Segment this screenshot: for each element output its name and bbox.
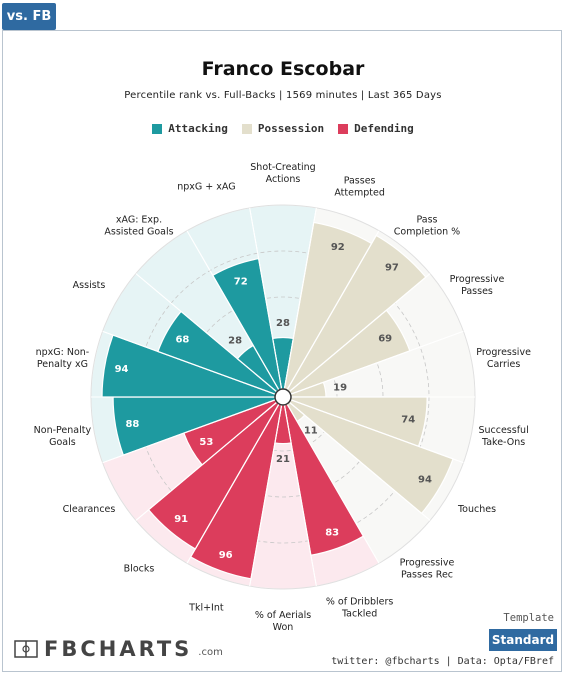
category-label-successful-take-ons: Successful Take-Ons [478, 425, 528, 448]
category-label-of-aerials-won: % of Aerials Won [255, 610, 311, 633]
template-label: Template [503, 612, 554, 624]
value-label-touches: 94 [418, 474, 432, 485]
legend-item-defending: Defending [338, 122, 414, 135]
value-label-progressive-passes: 69 [378, 334, 392, 345]
page-title: Franco Escobar [201, 58, 365, 80]
chart-subtitle: Percentile rank vs. Full-Backs | 1569 mi… [124, 90, 442, 101]
legend-item-attacking: Attacking [152, 122, 228, 135]
category-label-tkl-int: Tkl+Int [188, 602, 224, 613]
category-label-assists: Assists [73, 280, 106, 291]
spoke-2 [286, 230, 380, 391]
value-label-blocks: 91 [174, 514, 188, 525]
category-label-passes-attempted: Passes Attempted [334, 176, 385, 199]
category-label-progressive-carries: Progressive Carries [476, 347, 531, 370]
value-label-progressive-passes-rec: 11 [304, 426, 318, 437]
value-label-clearances: 53 [199, 437, 213, 448]
value-label-pass-completion: 97 [385, 263, 399, 274]
spoke-3 [288, 273, 431, 393]
value-label-progressive-carries: 19 [333, 382, 347, 393]
value-label-shot-creating-actions: 28 [276, 318, 290, 329]
category-label-blocks: Blocks [124, 564, 155, 575]
value-label-npxg-non-penalty-xg: 94 [115, 364, 129, 375]
spoke-15 [102, 330, 276, 395]
spoke-9 [283, 404, 317, 587]
category-label-progressive-passes-rec: Progressive Passes Rec [400, 558, 455, 581]
value-label-of-dribblers-tackled: 83 [325, 528, 339, 539]
category-label-xag-exp-assisted-goals: xAG: Exp. Assisted Goals [104, 214, 173, 237]
category-label-of-dribblers-tackled: % of Dribblers Tackled [326, 596, 394, 619]
value-label-tkl-int: 96 [219, 550, 233, 561]
chart-legend: Attacking Possession Defending [0, 122, 566, 135]
data-credit: twitter: @fbcharts | Data: Opta/FBref [331, 656, 554, 667]
spoke-17 [186, 230, 280, 391]
value-label-of-aerials-won: 21 [276, 454, 290, 465]
spoke-7 [288, 401, 431, 521]
logo-text: FBCHARTS [44, 637, 193, 661]
fbcharts-logo: FBCHARTS .com [14, 637, 223, 661]
spoke-6 [290, 399, 464, 464]
pitch-icon [14, 640, 38, 658]
category-label-npxg-xag: npxG + xAG [177, 182, 235, 193]
value-label-passes-attempted: 92 [331, 242, 345, 253]
spoke-12 [135, 401, 278, 521]
spoke-1 [283, 207, 317, 390]
category-label-clearances: Clearances [63, 504, 116, 515]
spoke-16 [135, 273, 278, 393]
spoke-8 [286, 403, 380, 564]
spoke-4 [290, 330, 464, 395]
legend-swatch-defending [338, 123, 349, 134]
category-label-npxg-non-penalty-xg: npxG: Non-Penalty xG [36, 347, 90, 370]
chart-frame [2, 30, 562, 672]
category-label-pass-completion: Pass Completion % [394, 214, 460, 237]
legend-swatch-attacking [152, 123, 163, 134]
spoke-10 [249, 404, 283, 587]
value-label-npxg-xag: 72 [234, 276, 248, 287]
value-label-assists: 68 [175, 334, 189, 345]
center-circle [274, 388, 292, 406]
category-label-progressive-passes: Progressive Passes [450, 274, 505, 297]
legend-label-possession: Possession [257, 122, 325, 135]
spoke-0 [249, 207, 283, 390]
category-label-non-penalty-goals: Non-Penalty Goals [34, 425, 92, 448]
category-label-touches: Touches [457, 504, 496, 515]
value-label-successful-take-ons: 74 [401, 415, 415, 426]
legend-item-possession: Possession [241, 122, 325, 135]
category-label-shot-creating-actions: Shot-Creating Actions [250, 162, 315, 185]
legend-swatch-possession [241, 123, 252, 134]
comparison-tab[interactable]: vs. FB [2, 3, 56, 30]
legend-label-attacking: Attacking [168, 122, 228, 135]
value-label-xag-exp-assisted-goals: 28 [228, 335, 242, 346]
spoke-13 [102, 399, 276, 464]
logo-suffix: .com [198, 647, 223, 658]
legend-label-defending: Defending [354, 122, 414, 135]
spoke-11 [186, 403, 280, 564]
standard-template-button[interactable]: Standard [489, 629, 557, 651]
value-label-non-penalty-goals: 88 [125, 419, 139, 430]
